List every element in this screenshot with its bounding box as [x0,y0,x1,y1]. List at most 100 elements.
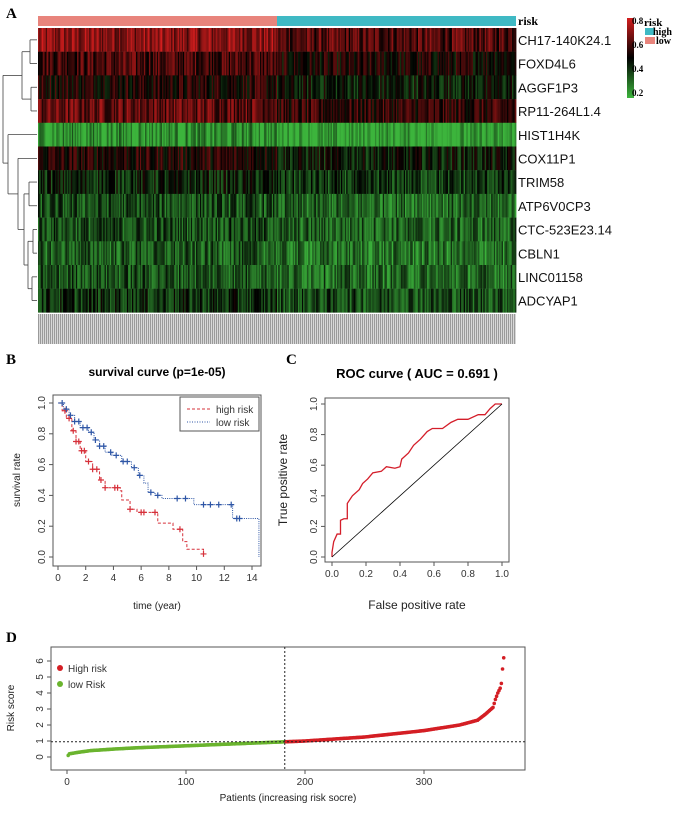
heatmap-cell [117,146,120,171]
heatmap-cell [241,170,244,195]
heatmap-cell [484,288,487,313]
heatmap-cell [496,146,499,171]
heatmap-cell [190,241,193,266]
heatmap-cell [176,265,179,289]
heatmap-cell [132,51,134,76]
heatmap-cell [391,217,394,242]
heatmap-cell [330,146,333,171]
heatmap-cell [57,146,60,171]
heatmap-cell [499,288,501,313]
heatmap-cell [360,99,363,123]
heatmap-cell [335,51,338,76]
heatmap-cell [321,28,324,52]
heatmap-cell [69,146,72,171]
heatmap-cell [442,122,445,147]
heatmap-cell [418,193,420,218]
heatmap-cell [297,193,300,218]
heatmap-cell [291,288,294,313]
heatmap-cell [459,265,462,289]
heatmap-cell [386,265,389,289]
heatmap-cell [100,75,103,100]
heatmap-cell [211,265,214,289]
heatmap-cell [468,28,471,52]
heatmap-cell [337,122,339,147]
heatmap-cell [260,265,262,289]
heatmap-cell [389,99,392,123]
heatmap-cell [172,122,175,147]
heatmap-cell [155,241,158,266]
heatmap-cell [391,28,394,52]
heatmap-cell [347,193,350,218]
heatmap-cell [48,265,51,289]
heatmap-cell [219,99,222,123]
heatmap-cell [51,99,53,123]
heatmap-cell [267,170,270,195]
heatmap-cell [154,122,156,147]
color-scale-tick: 0.2 [632,88,644,98]
heatmap-cell [60,99,62,123]
heatmap-cell [115,217,117,242]
heatmap-cell [350,75,352,100]
heatmap-cell [107,122,109,147]
heatmap-cell [485,265,488,289]
heatmap-cell [117,217,120,242]
heatmap-cell [47,28,49,52]
heatmap-cell [248,288,250,313]
heatmap-cell [96,241,99,266]
heatmap-cell [476,51,479,76]
heatmap-cell [146,193,149,218]
survival-title: survival curve (p=1e-05) [88,365,225,379]
heatmap-cell [367,28,369,52]
heatmap-cell [152,75,155,100]
heatmap-cell [466,170,469,195]
heatmap-cell [291,51,294,76]
heatmap-cell [478,193,480,218]
heatmap-cell [295,75,297,100]
heatmap-cell [346,122,348,147]
heatmap-cell [271,241,274,266]
heatmap-cell [181,122,184,147]
heatmap-cell [428,122,431,147]
heatmap-cell [277,288,279,313]
heatmap-cell [493,122,496,147]
heatmap-cell [500,51,503,76]
heatmap-cell [378,28,381,52]
heatmap-cell [52,146,55,171]
heatmap-cell [205,122,207,147]
heatmap-cell [41,75,44,100]
heatmap-cell [296,170,299,195]
heatmap-cell [376,265,378,289]
heatmap-cell [454,241,457,266]
heatmap-cell [109,241,112,266]
heatmap-cell [66,122,69,147]
heatmap-cell [218,241,220,266]
heatmap-cell [40,265,43,289]
heatmap-cell [462,170,465,195]
heatmap-cell [293,99,296,123]
heatmap-cell [384,146,386,171]
heatmap-cell [237,99,240,123]
heatmap-cell [147,241,150,266]
heatmap-cell [220,28,223,52]
heatmap-cell [86,241,89,266]
heatmap-cell [216,170,219,195]
heatmap-cell [277,122,279,147]
heatmap-cell [125,170,128,195]
heatmap-cell [224,193,227,218]
heatmap-cell [404,170,407,195]
heatmap-cell [485,241,488,266]
heatmap-cell [479,288,482,313]
heatmap-cell [514,51,517,76]
heatmap-cell [320,265,322,289]
heatmap-cell [510,146,513,171]
heatmap-cell [207,28,210,52]
heatmap-cell [156,265,159,289]
heatmap-cell [138,122,141,147]
heatmap-cell [471,217,474,242]
heatmap-cell [228,146,231,171]
heatmap-cell [287,288,290,313]
heatmap-cell [68,146,70,171]
heatmap-cell [324,51,326,76]
heatmap-cell [196,51,198,76]
heatmap-cell [468,99,471,123]
